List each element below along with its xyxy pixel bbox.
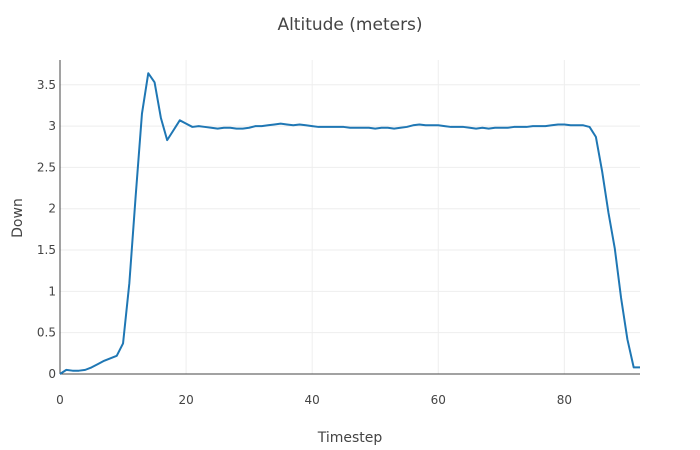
x-tick-label: 60	[431, 393, 446, 407]
y-tick-label: 3.5	[37, 78, 56, 92]
series-layer	[59, 72, 640, 375]
y-tick-label: 0	[48, 367, 56, 381]
x-tick-label: 40	[305, 393, 320, 407]
y-tick-label: 1	[48, 284, 56, 298]
grid	[60, 60, 640, 374]
tick-labels: 0 0.5 1 1.5 2 2.5 3 3.5 0 20 40 60 80	[37, 78, 572, 407]
y-tick-label: 3	[48, 119, 56, 133]
x-tick-label: 0	[56, 393, 64, 407]
x-tick-label: 80	[557, 393, 572, 407]
y-axis-label: Down	[10, 198, 26, 238]
x-axis-label: Timestep	[317, 430, 383, 446]
y-tick-label: 1.5	[37, 243, 56, 257]
altitude-series-line	[59, 72, 640, 375]
axes	[59, 60, 640, 375]
y-tick-label: 2	[48, 202, 56, 216]
y-tick-label: 0.5	[37, 326, 56, 340]
y-tick-label: 2.5	[37, 160, 56, 174]
x-tick-label: 20	[178, 393, 193, 407]
chart-title: Altitude (meters)	[277, 15, 422, 35]
